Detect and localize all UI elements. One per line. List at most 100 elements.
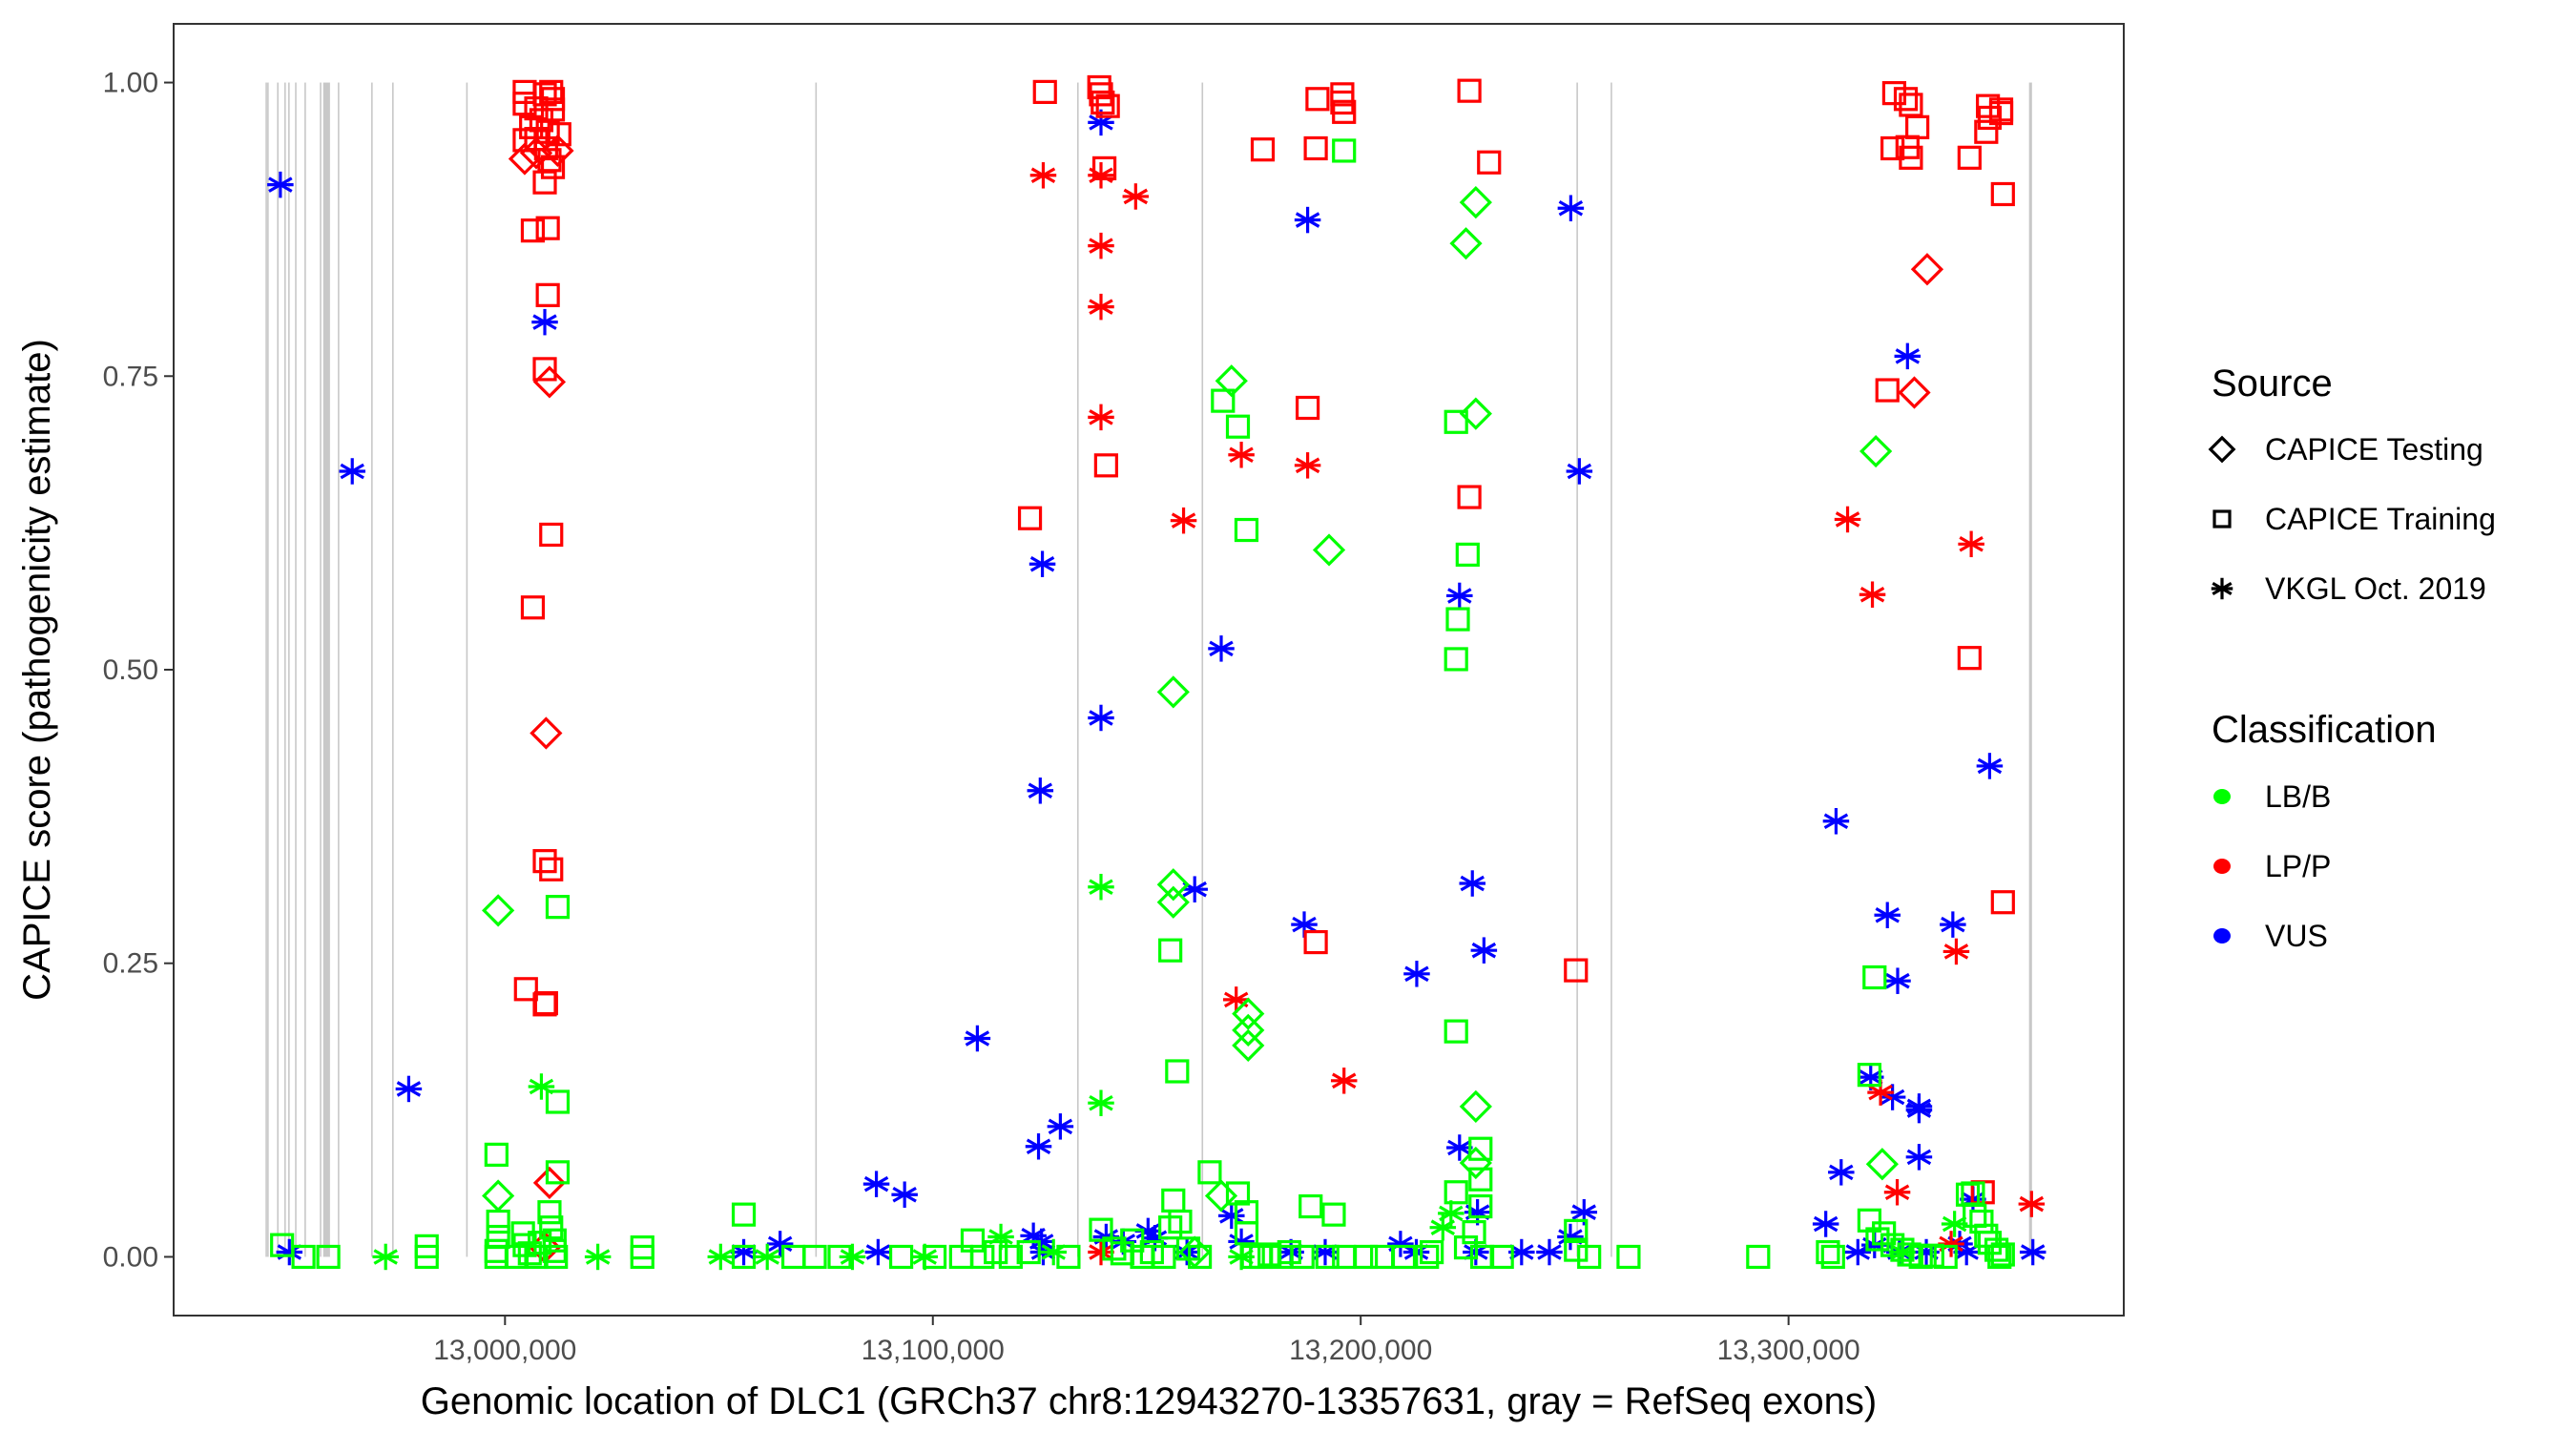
point-asterisk xyxy=(2019,1238,2046,1266)
point-asterisk xyxy=(839,1243,866,1271)
x-axis-title: Genomic location of DLC1 (GRCh37 chr8:12… xyxy=(421,1380,1877,1422)
point-asterisk xyxy=(1208,635,1235,662)
point-square xyxy=(1445,607,1470,632)
point-square xyxy=(970,1244,995,1270)
point-diamond xyxy=(1910,253,1944,286)
exon-line xyxy=(265,82,267,1257)
point-square xyxy=(1250,137,1276,162)
point-asterisk xyxy=(2211,577,2233,600)
point-diamond xyxy=(1459,1089,1492,1124)
point-diamond xyxy=(1459,397,1492,430)
point-square xyxy=(1564,1237,1589,1262)
point-square xyxy=(1332,138,1357,163)
point-square xyxy=(1391,1244,1417,1270)
point-asterisk xyxy=(1218,1202,1245,1230)
exon-line xyxy=(338,82,340,1257)
point-square xyxy=(1564,958,1589,983)
series-vkgl-LP-P xyxy=(1029,162,2046,1266)
y-tick-label: 0.50 xyxy=(103,654,158,686)
point-asterisk xyxy=(1557,1223,1584,1251)
point-square xyxy=(1089,1217,1113,1242)
point-square xyxy=(414,1234,439,1258)
point-square xyxy=(1290,1244,1315,1270)
exon-lines xyxy=(265,82,2032,1257)
point-square xyxy=(532,170,557,195)
point-asterisk xyxy=(339,458,365,485)
point-asterisk xyxy=(1047,1113,1074,1140)
point-diamond xyxy=(1156,675,1190,709)
point-square xyxy=(532,992,557,1017)
point-square xyxy=(731,1202,757,1227)
point-square xyxy=(888,1244,914,1270)
point-square xyxy=(535,282,560,307)
point-square xyxy=(486,1209,510,1234)
legend-source-title: Source xyxy=(2212,363,2333,404)
point-asterisk xyxy=(1025,1132,1052,1160)
point-square xyxy=(484,1142,509,1167)
point-asterisk xyxy=(1905,1144,1933,1171)
point-square xyxy=(316,1244,341,1270)
point-square xyxy=(1303,135,1328,161)
point-asterisk xyxy=(1029,162,1057,189)
point-square xyxy=(1564,1218,1589,1243)
point-square xyxy=(1880,135,1905,161)
exon-line xyxy=(1610,82,1612,1257)
point-square xyxy=(544,1244,569,1270)
exon-line xyxy=(1576,82,1578,1257)
point-square xyxy=(1990,890,2015,915)
point-square xyxy=(1933,1244,1958,1270)
legend-source-items: CAPICE Testing CAPICE Training VKGL Oct. 2… xyxy=(2208,432,2496,606)
point-square xyxy=(1984,1237,2009,1262)
point-square xyxy=(545,895,571,920)
point-square xyxy=(1468,1193,1493,1219)
legend-item-label: LP/P xyxy=(2265,849,2331,883)
point-asterisk xyxy=(1027,778,1054,804)
point-square xyxy=(1875,378,1900,403)
point-square xyxy=(1457,485,1482,509)
point-square xyxy=(1988,97,2014,122)
point-square xyxy=(1168,1209,1193,1234)
point-square xyxy=(539,857,564,881)
point-square xyxy=(1444,409,1468,434)
exon-line xyxy=(284,82,286,1257)
point-diamond xyxy=(541,134,574,168)
point-square xyxy=(1857,1208,1882,1233)
point-asterisk xyxy=(1874,902,1901,929)
point-asterisk xyxy=(707,1243,735,1271)
point-diamond xyxy=(1215,364,1248,398)
point-square xyxy=(1303,929,1328,955)
point-square xyxy=(1211,388,1236,413)
point-asterisk xyxy=(1867,1079,1894,1106)
point-square xyxy=(1353,1244,1379,1270)
data-points xyxy=(267,74,2046,1271)
legend-item-label: VKGL Oct. 2019 xyxy=(2265,571,2486,606)
point-square xyxy=(1865,1227,1890,1252)
point-asterisk xyxy=(1291,911,1318,938)
y-tick-label: 0.00 xyxy=(103,1241,158,1273)
x-tick-label: 13,000,000 xyxy=(433,1335,576,1366)
point-asterisk xyxy=(1942,938,1970,965)
point-square xyxy=(539,522,564,548)
legend-class-title: Classification xyxy=(2212,709,2437,751)
point-square xyxy=(540,155,566,179)
point-square xyxy=(1415,1244,1440,1270)
point-square xyxy=(545,1089,571,1114)
point-square xyxy=(1746,1244,1771,1270)
point-asterisk xyxy=(1940,911,1966,938)
point-square xyxy=(532,849,557,874)
legend-item-train: CAPICE Training xyxy=(2212,502,2496,536)
exon-line xyxy=(2028,82,2032,1257)
point-asterisk xyxy=(1088,293,1114,321)
exon-line xyxy=(1201,82,1204,1257)
point-asterisk xyxy=(1088,232,1114,259)
point-asterisk xyxy=(864,1238,892,1266)
point-asterisk xyxy=(1088,1089,1114,1116)
legend-item-label: CAPICE Training xyxy=(2265,502,2496,536)
point-asterisk xyxy=(1088,404,1114,431)
point-asterisk xyxy=(1958,530,1984,558)
legend-item-label: CAPICE Testing xyxy=(2265,432,2483,467)
point-asterisk xyxy=(1470,937,1498,964)
point-asterisk xyxy=(1088,704,1114,732)
point-asterisk xyxy=(1828,1159,1855,1186)
point-square xyxy=(1095,93,1120,118)
